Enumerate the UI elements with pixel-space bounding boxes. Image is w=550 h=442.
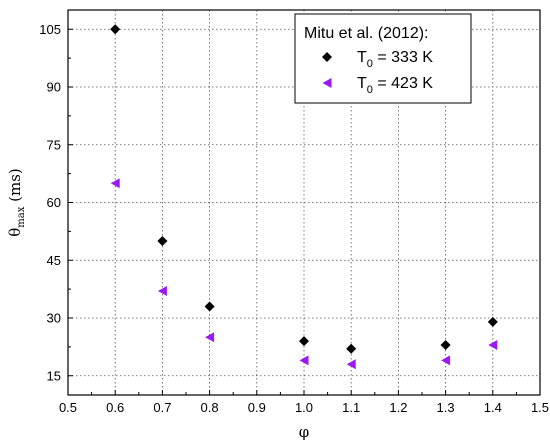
y-axis-label-subscript: max bbox=[16, 206, 27, 227]
x-tick-label: 1.5 bbox=[531, 400, 549, 415]
y-tick-label: 90 bbox=[47, 80, 61, 95]
data-point bbox=[441, 355, 451, 366]
legend: Mitu et al. (2012): T0 = 333 KT0 = 423 K bbox=[294, 13, 472, 104]
x-tick-label: 0.7 bbox=[153, 400, 171, 415]
data-point bbox=[157, 236, 168, 246]
data-point bbox=[488, 339, 498, 350]
data-point bbox=[487, 316, 498, 327]
legend-label-main: T bbox=[357, 49, 367, 66]
x-axis-tick-labels: 0.5 0.6 0.7 0.8 0.9 1.0 1.1 1.2 1.3 1.4 1.5 bbox=[59, 400, 549, 415]
legend-title: Mitu et al. (2012): bbox=[304, 25, 429, 42]
x-tick-label: 1.4 bbox=[484, 400, 502, 415]
y-tick-label: 60 bbox=[47, 195, 61, 210]
data-point bbox=[346, 359, 356, 370]
legend-entry-label: T0 = 333 K bbox=[357, 49, 433, 70]
data-point bbox=[299, 355, 309, 366]
y-axis-label: θmax (ms) bbox=[6, 168, 27, 237]
axis-ticks bbox=[67, 28, 541, 395]
x-tick-label: 0.9 bbox=[248, 400, 266, 415]
y-axis-label-main: θ bbox=[6, 228, 24, 237]
data-markers bbox=[110, 24, 498, 370]
legend-marker bbox=[322, 78, 332, 88]
legend-entries: T0 = 333 KT0 = 423 K bbox=[322, 49, 433, 96]
x-tick-label: 1.1 bbox=[342, 400, 360, 415]
y-tick-label: 30 bbox=[47, 311, 61, 326]
x-tick-label: 1.2 bbox=[389, 400, 407, 415]
data-point bbox=[299, 336, 309, 347]
data-point bbox=[157, 286, 167, 297]
data-point bbox=[110, 24, 121, 35]
y-axis-label-unit: (ms) bbox=[6, 168, 24, 206]
x-tick-label: 1.3 bbox=[437, 400, 455, 415]
y-tick-label: 45 bbox=[47, 253, 61, 268]
data-point bbox=[110, 178, 120, 189]
data-point bbox=[346, 343, 357, 354]
y-tick-label: 105 bbox=[39, 22, 61, 37]
data-point bbox=[205, 332, 215, 343]
y-axis-tick-labels: 15 30 45 60 75 90 105 bbox=[39, 22, 61, 384]
x-tick-label: 0.5 bbox=[59, 400, 77, 415]
x-axis-label: φ bbox=[299, 423, 310, 441]
legend-label-subscript: 0 bbox=[367, 58, 373, 70]
y-tick-label: 75 bbox=[47, 137, 61, 152]
legend-label-rest: = 423 K bbox=[373, 75, 433, 92]
legend-marker bbox=[322, 52, 332, 62]
series-1-markers bbox=[110, 24, 498, 354]
y-tick-label: 15 bbox=[47, 368, 61, 383]
x-tick-label: 0.8 bbox=[201, 400, 219, 415]
x-tick-label: 1.0 bbox=[295, 400, 313, 415]
series-2-markers bbox=[110, 178, 498, 370]
legend-label-rest: = 333 K bbox=[373, 49, 433, 66]
data-point bbox=[204, 301, 215, 312]
legend-label-subscript: 0 bbox=[367, 84, 373, 96]
legend-label-main: T bbox=[357, 75, 367, 92]
data-point bbox=[440, 339, 451, 350]
legend-entry-label: T0 = 423 K bbox=[357, 75, 433, 96]
x-tick-label: 0.6 bbox=[106, 400, 124, 415]
